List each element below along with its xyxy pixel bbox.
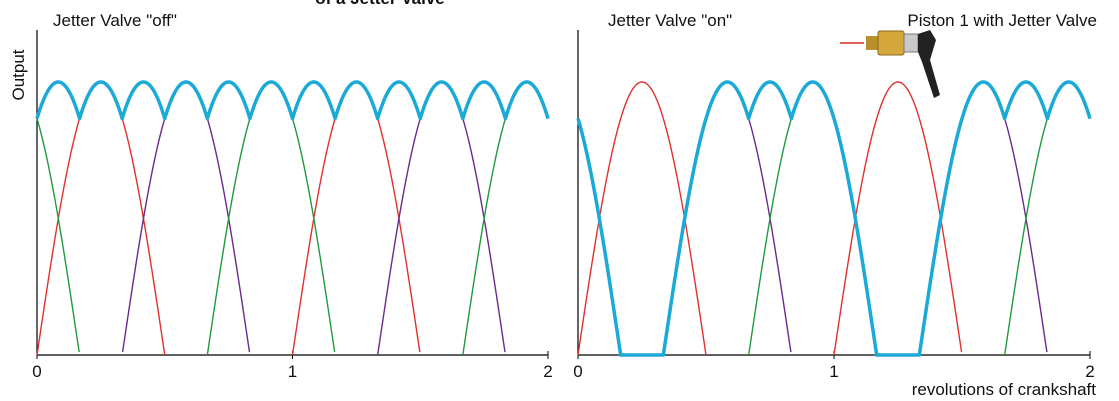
valve-image bbox=[840, 30, 940, 98]
x-axis-label: revolutions of crankshaft bbox=[912, 380, 1097, 399]
valve-fitting bbox=[866, 36, 878, 50]
valve-stem bbox=[903, 33, 919, 53]
total-output bbox=[576, 80, 1092, 357]
piston-curve bbox=[37, 82, 548, 355]
title-fragment: of a Jetter Valve bbox=[315, 0, 444, 8]
valve-body bbox=[877, 30, 905, 56]
x-tick-label: 0 bbox=[32, 362, 41, 381]
y-axis-label: Output bbox=[9, 49, 28, 100]
panel-label: Jetter Valve "off" bbox=[53, 11, 177, 30]
x-tick-label: 1 bbox=[288, 362, 297, 381]
piston-curve bbox=[36, 81, 549, 356]
x-tick-label: 2 bbox=[1085, 362, 1094, 381]
x-tick-label: 2 bbox=[543, 362, 552, 381]
panel-label: Jetter Valve "on" bbox=[608, 11, 732, 30]
total-output bbox=[35, 80, 550, 121]
x-tick-label: 1 bbox=[829, 362, 838, 381]
valve-lever bbox=[918, 30, 940, 98]
x-tick-label: 0 bbox=[573, 362, 582, 381]
inset-caption: Piston 1 with Jetter Valve bbox=[907, 11, 1097, 30]
